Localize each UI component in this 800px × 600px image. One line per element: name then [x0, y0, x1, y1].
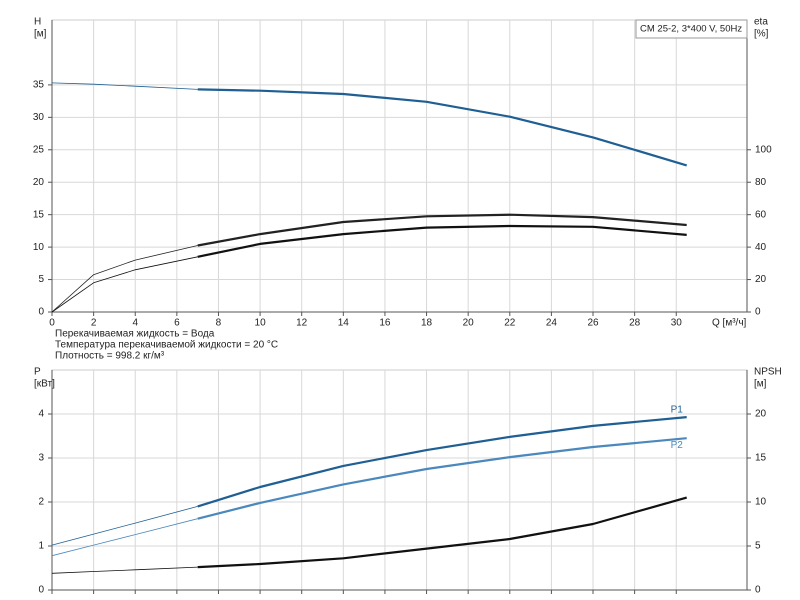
x-tick-label: 8 — [216, 318, 222, 329]
y-axis-label: P — [34, 367, 41, 378]
y-tick-label: 35 — [33, 80, 45, 91]
y-tick-label: 2 — [38, 497, 44, 508]
annotation: Плотность = 998.2 кг/м³ — [55, 351, 165, 362]
series-line — [51, 518, 198, 557]
x-tick-label: 10 — [255, 318, 267, 329]
y2-tick-label: 0 — [755, 585, 761, 596]
y-tick-label: 0 — [38, 585, 44, 596]
y2-tick-label: 80 — [755, 177, 767, 188]
series-line — [197, 496, 687, 569]
series-label: P2 — [671, 440, 684, 451]
x-tick-label: 4 — [132, 318, 138, 329]
series-line — [51, 506, 198, 546]
y-tick-label: 20 — [33, 177, 45, 188]
x-tick-label: 28 — [629, 318, 641, 329]
x-tick-label: 14 — [338, 318, 350, 329]
y2-tick-label: 5 — [755, 541, 761, 552]
y-tick-label: 30 — [33, 112, 45, 123]
x-tick-label: 26 — [587, 318, 599, 329]
y2-tick-label: 20 — [755, 409, 767, 420]
y-axis-label: H — [34, 17, 41, 28]
y2-tick-label: 60 — [755, 209, 767, 220]
x-axis-label: Q [м³/ч] — [712, 318, 747, 329]
y2-axis-label: [%] — [754, 29, 769, 40]
y2-tick-label: 20 — [755, 274, 767, 285]
x-tick-label: 0 — [49, 318, 55, 329]
series-line — [51, 256, 198, 313]
x-tick-label: 16 — [379, 318, 391, 329]
series-line — [197, 224, 687, 258]
plot-frame — [51, 369, 748, 591]
series-line — [51, 82, 198, 90]
model-box — [635, 19, 748, 39]
annotation: Перекачиваемая жидкость = Вода — [55, 329, 215, 340]
y-tick-label: 0 — [38, 307, 44, 318]
y-tick-label: 4 — [38, 409, 44, 420]
x-tick-label: 6 — [174, 318, 180, 329]
x-tick-label: 18 — [421, 318, 433, 329]
x-tick-label: 2 — [91, 318, 97, 329]
y2-tick-label: 40 — [755, 242, 767, 253]
model-label: CM 25-2, 3*400 V, 50Hz — [640, 24, 742, 35]
x-tick-label: 12 — [296, 318, 308, 329]
series-line — [51, 245, 198, 313]
series-line — [197, 88, 688, 167]
x-tick-label: 30 — [671, 318, 683, 329]
y-tick-label: 15 — [33, 209, 45, 220]
series-line — [51, 566, 198, 574]
plot-frame — [51, 19, 748, 313]
series-line — [197, 213, 687, 247]
annotation: Температура перекачиваемой жидкости = 20… — [55, 340, 278, 351]
y-axis-label: [кВт] — [34, 379, 55, 390]
y2-tick-label: 100 — [755, 144, 772, 155]
y2-tick-label: 10 — [755, 497, 767, 508]
y-tick-label: 5 — [38, 274, 44, 285]
series-line — [197, 437, 687, 520]
y2-axis-label: [м] — [754, 379, 767, 390]
y2-axis-label: NPSH — [754, 367, 782, 378]
x-tick-label: 20 — [463, 318, 475, 329]
y2-tick-label: 15 — [755, 453, 767, 464]
y-tick-label: 10 — [33, 242, 45, 253]
y2-axis-label: eta — [754, 17, 768, 28]
y-tick-label: 25 — [33, 144, 45, 155]
x-tick-label: 24 — [546, 318, 558, 329]
y-tick-label: 1 — [38, 541, 44, 552]
y-axis-label: [м] — [34, 29, 47, 40]
series-line — [197, 416, 687, 508]
series-label: P1 — [671, 405, 684, 416]
y-tick-label: 3 — [38, 453, 44, 464]
x-tick-label: 22 — [504, 318, 516, 329]
y2-tick-label: 0 — [755, 307, 761, 318]
